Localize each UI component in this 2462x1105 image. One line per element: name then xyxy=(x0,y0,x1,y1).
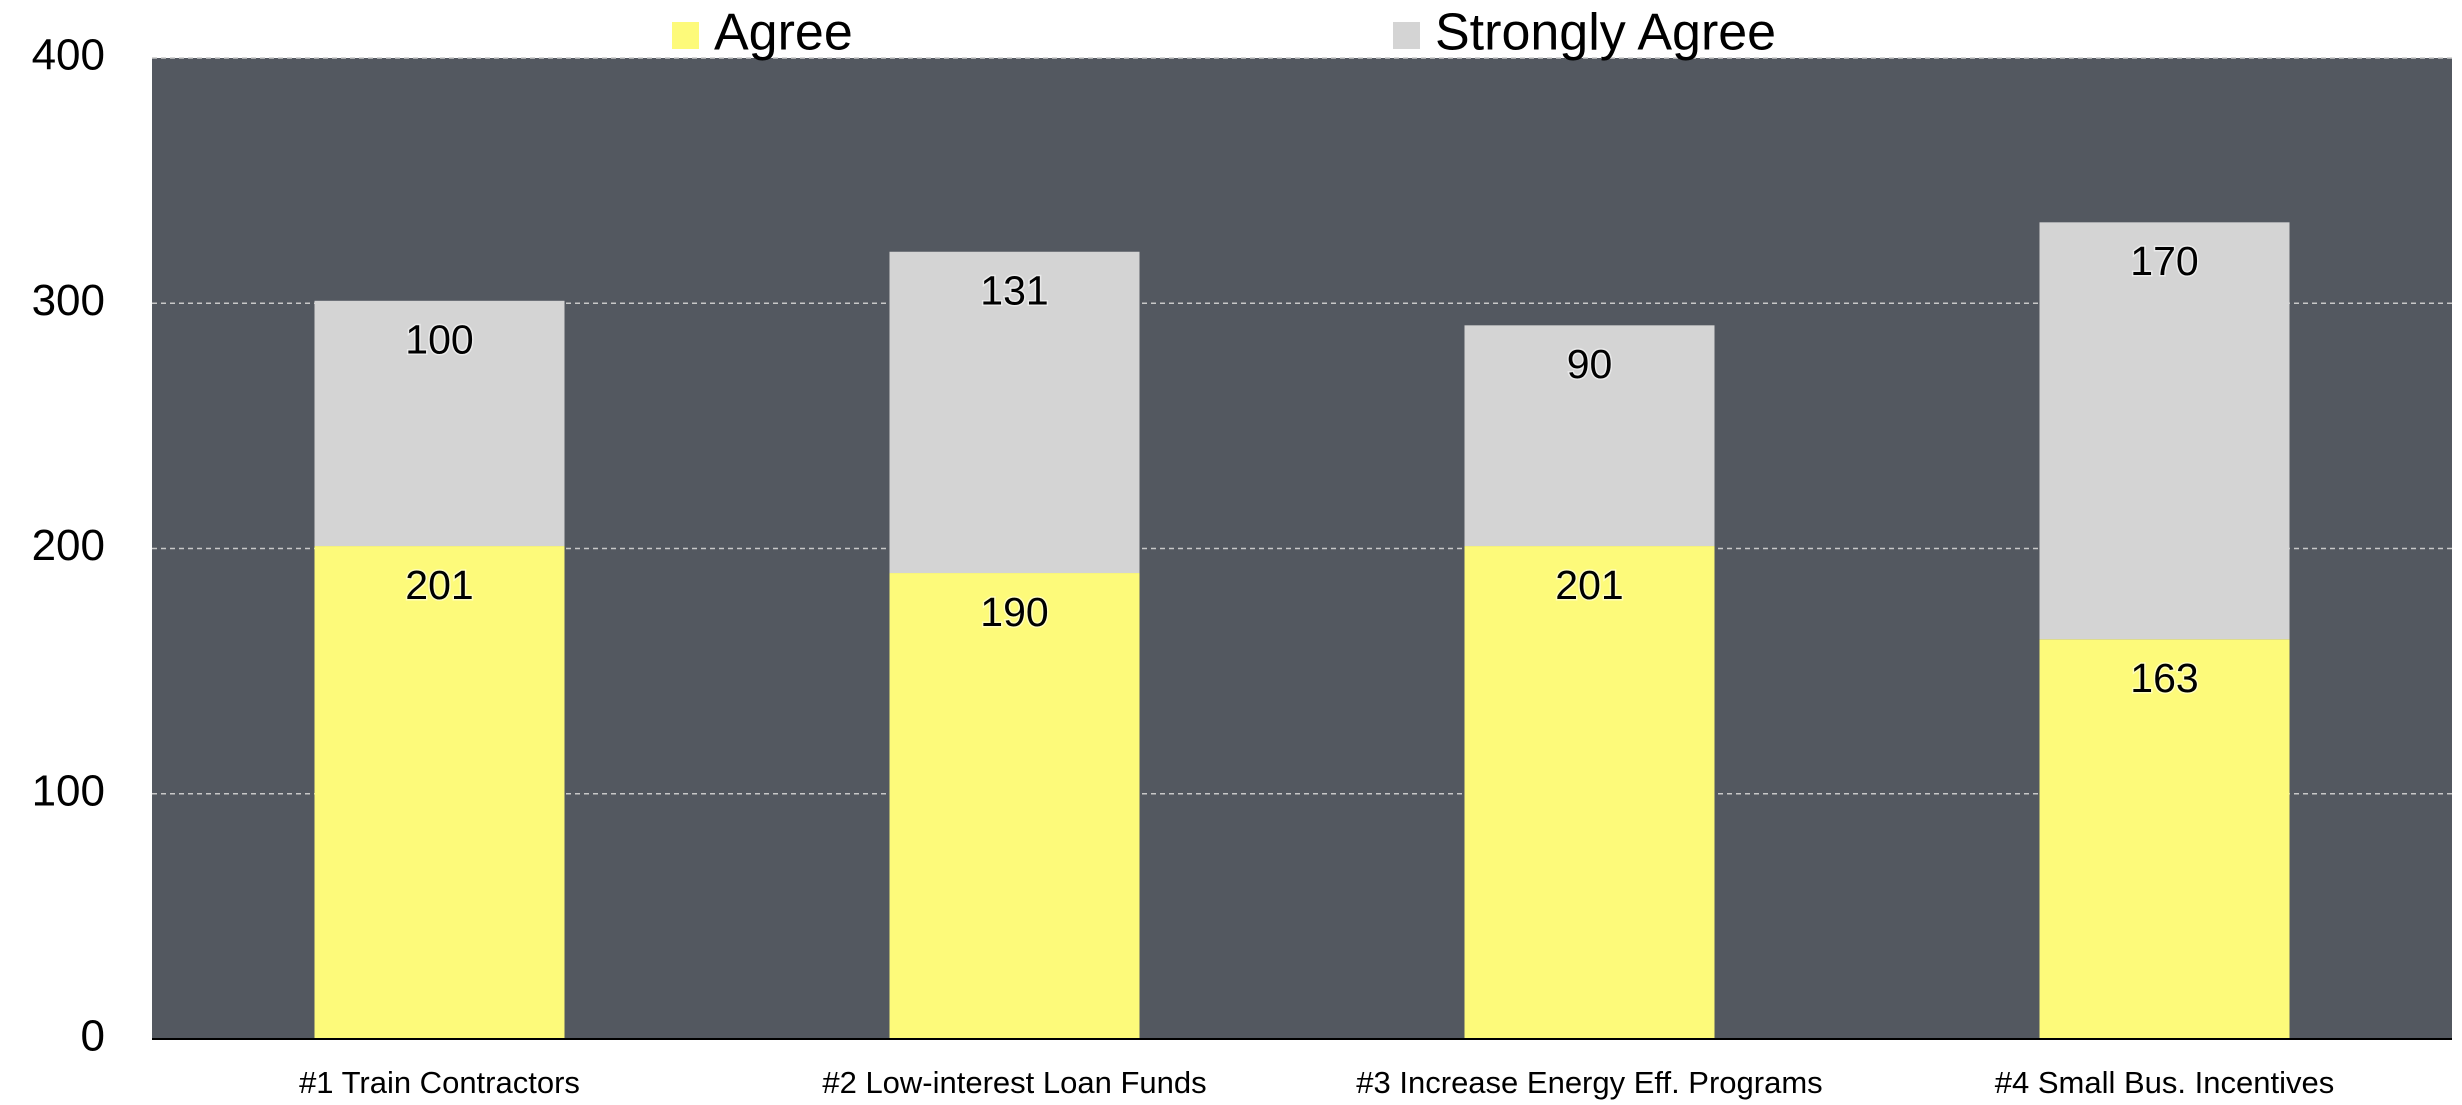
legend-swatch xyxy=(1393,22,1420,49)
bar-segment xyxy=(314,300,565,547)
data-label: 170 xyxy=(2130,238,2198,284)
bar-segment xyxy=(889,573,1140,1039)
data-label: 163 xyxy=(2130,655,2198,701)
x-tick-label: #1 Train Contractors xyxy=(299,1065,580,1100)
bar-segment xyxy=(314,546,565,1039)
x-tick-label: #2 Low-interest Loan Funds xyxy=(822,1065,1206,1100)
y-tick-label: 400 xyxy=(32,31,105,80)
y-tick-label: 0 xyxy=(81,1012,105,1061)
bar-segment xyxy=(889,251,1140,574)
x-tick-label: #3 Increase Energy Eff. Programs xyxy=(1356,1065,1822,1100)
y-tick-label: 300 xyxy=(32,276,105,325)
bar-segment xyxy=(2039,222,2290,640)
data-label: 131 xyxy=(980,268,1048,314)
legend-label: Agree xyxy=(714,4,853,62)
bar-segment xyxy=(2039,639,2290,1039)
data-label: 201 xyxy=(1555,562,1623,608)
data-label: 100 xyxy=(405,317,473,363)
data-label: 90 xyxy=(1567,341,1613,387)
y-tick-label: 200 xyxy=(32,521,105,570)
bar-segment xyxy=(1464,546,1715,1039)
legend-label: Strongly Agree xyxy=(1435,4,1776,62)
x-tick-label: #4 Small Bus. Incentives xyxy=(1995,1065,2334,1100)
legend-swatch xyxy=(672,22,699,49)
y-tick-label: 100 xyxy=(32,766,105,815)
data-label: 190 xyxy=(980,589,1048,635)
data-label: 201 xyxy=(405,562,473,608)
bar-segment xyxy=(1464,325,1715,547)
